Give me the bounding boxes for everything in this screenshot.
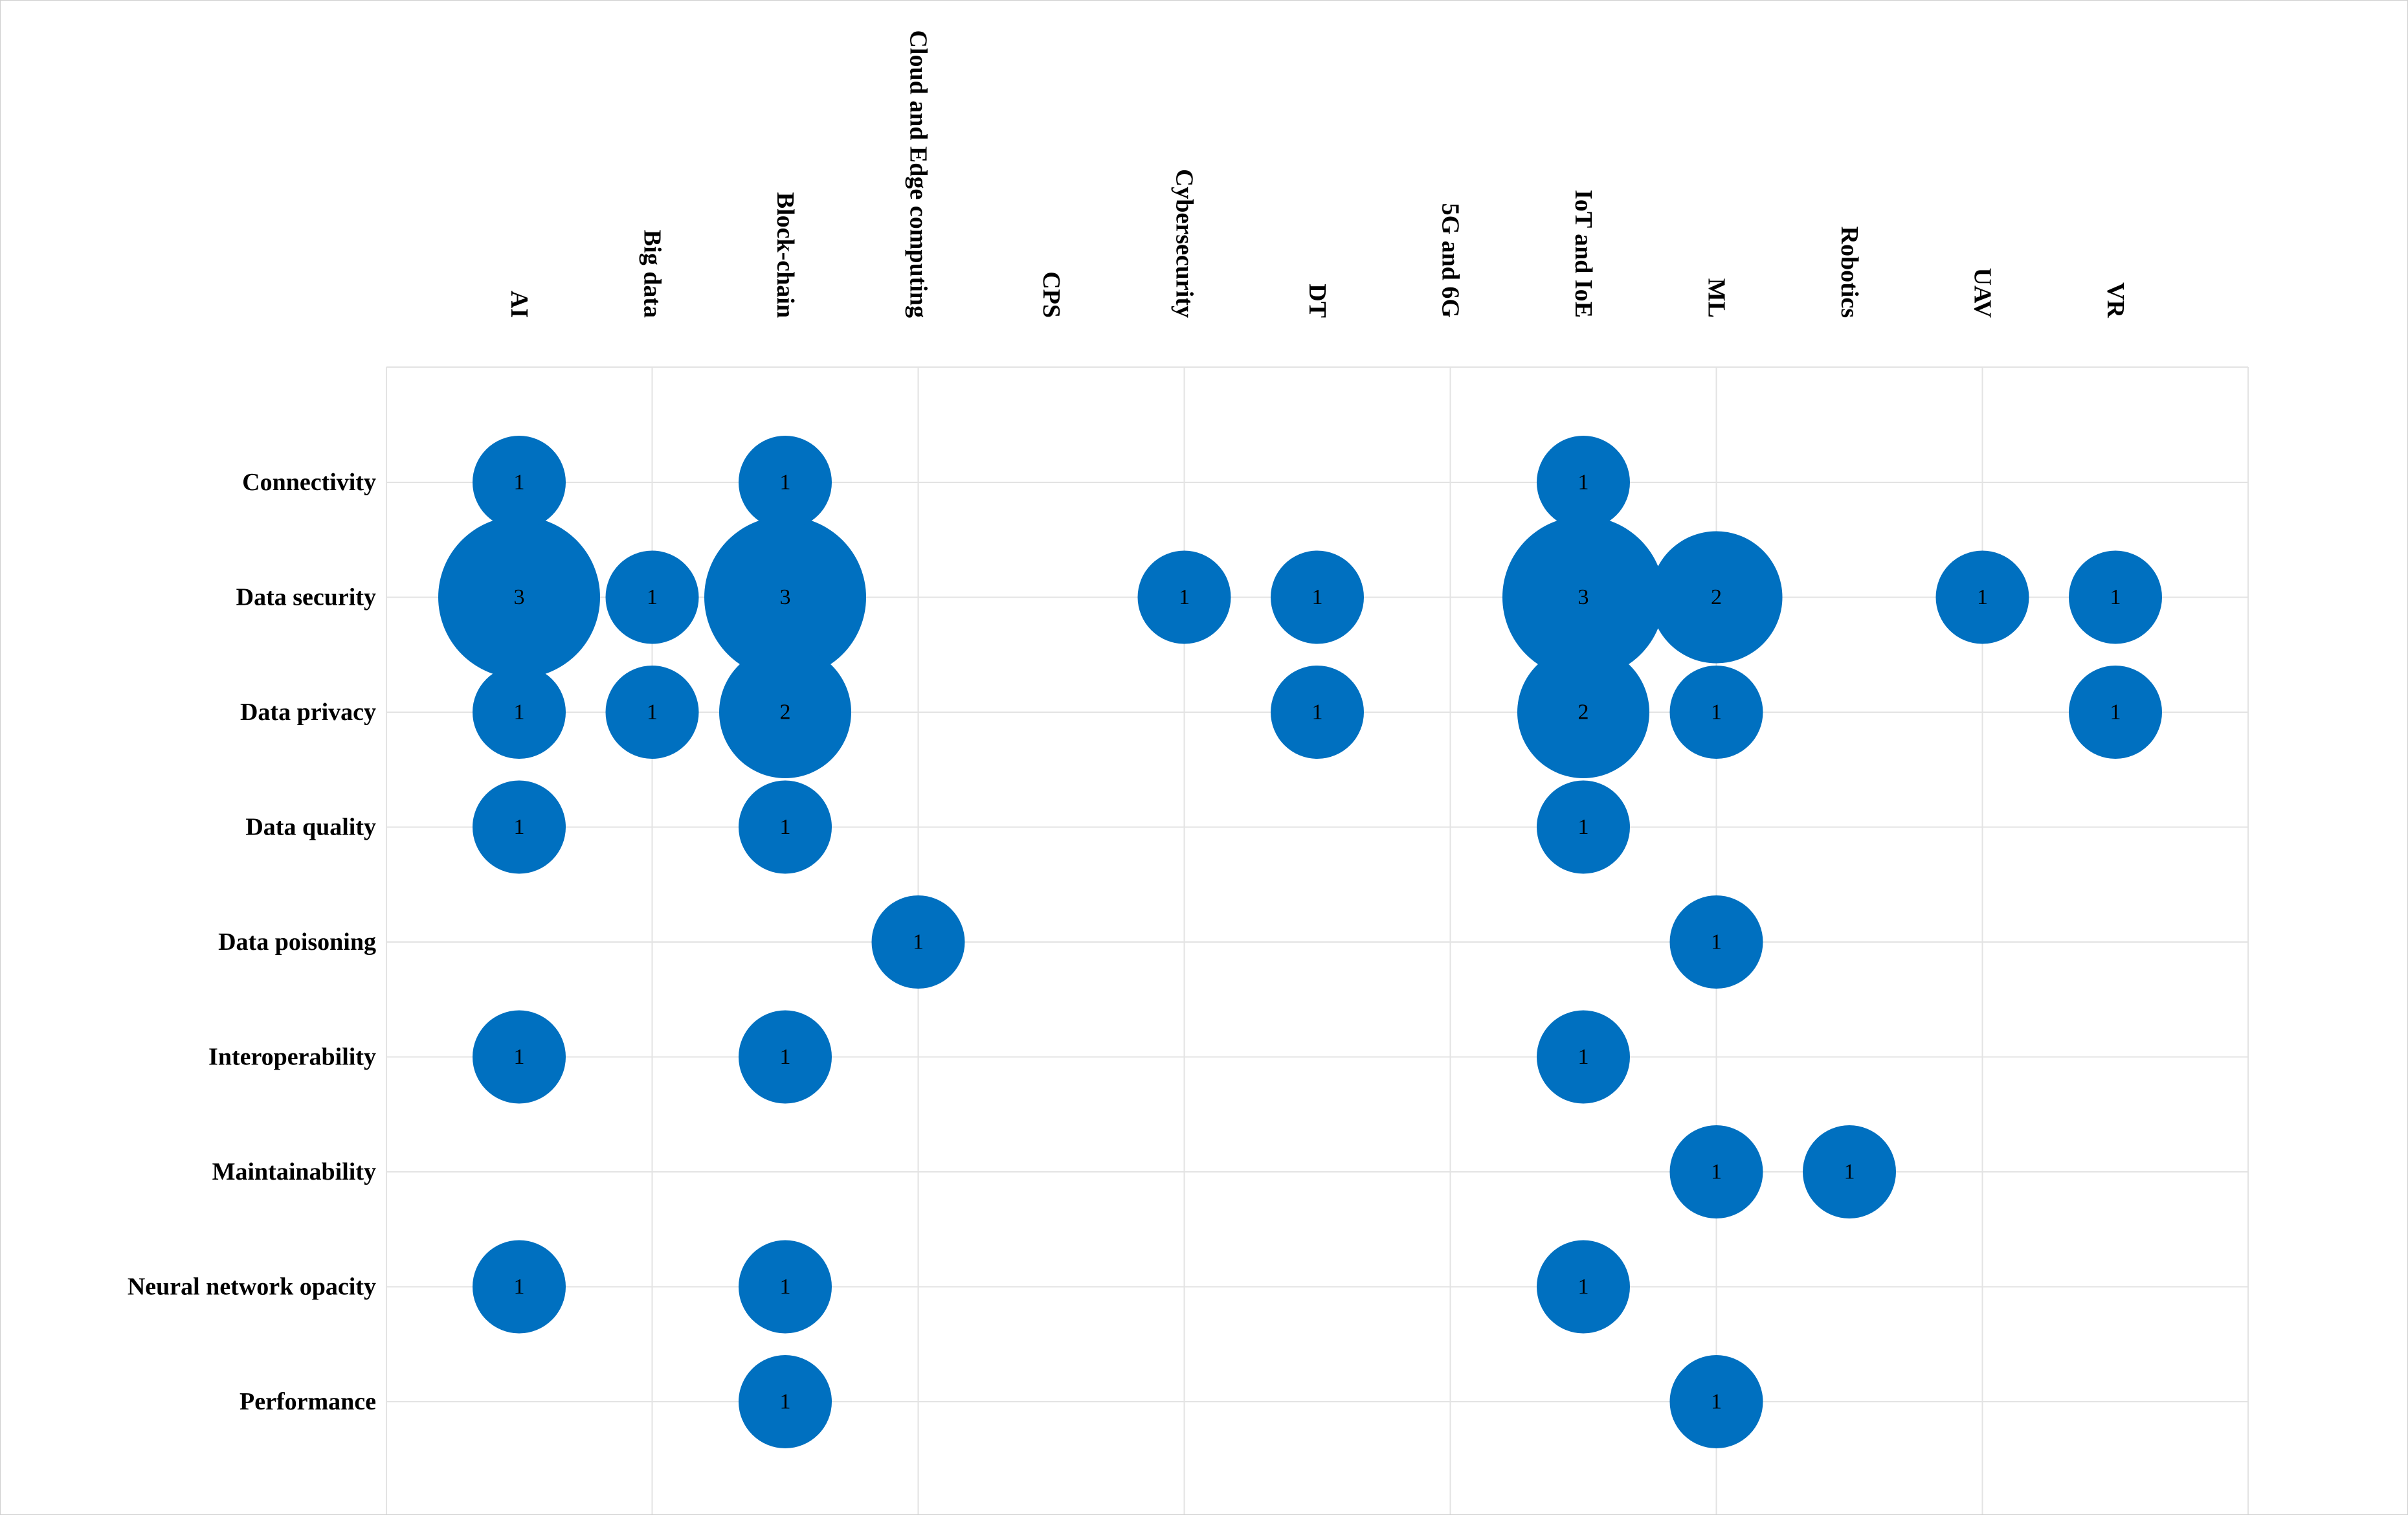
row-label-neural-network-opacity: Neural network opacity [128,1274,376,1301]
bubble-performance-block-chain [739,1355,832,1448]
bubble-maintainability-robotics [1803,1125,1896,1218]
bubble-neural-network-opacity-ai [473,1240,566,1334]
bubble-value-label: 1 [913,930,924,954]
bubble-data-security-ai [438,516,600,679]
bubble-value-label: 3 [1578,585,1589,609]
row-label-data-quality: Data quality [245,814,376,841]
column-label-cloud-and-edge-computing: Cloud and Edge computing [905,30,932,318]
row-label-performance: Performance [240,1388,376,1415]
bubble-data-security-uav [1935,550,2029,644]
bubble-data-security-vr [2069,550,2162,644]
bubble-value-label: 1 [514,815,525,839]
row-labels: Connectivity Data security Data privacy Dat… [128,469,376,1415]
bubble-data-privacy-dt [1271,666,1364,759]
bubble-value-label: 1 [1711,930,1722,954]
row-label-data-privacy: Data privacy [240,699,376,726]
bubble-value-label: 1 [1312,701,1323,724]
bubble-value-label: 1 [780,1275,791,1299]
bubble-connectivity-ai [473,436,566,529]
bubble-value-label: 2 [780,701,791,724]
column-label-5g-and-6g: 5G and 6G [1437,203,1464,318]
bubble-value-label: 1 [780,815,791,839]
bubbles: 3 3 3 2 2 2 1 1 1 1 1 1 1 1 1 1 1 1 1 1 1 1 1 1 1 1 1 1 1 1 1 1 1 1 [438,436,2162,1448]
bubble-data-security-iot-and-ioe [1502,516,1664,679]
bubble-value-label: 1 [780,1390,791,1414]
bubble-value-label: 1 [1711,1160,1722,1184]
bubble-data-security-dt [1271,550,1364,644]
row-label-maintainability: Maintainability [212,1158,376,1185]
bubble-data-poisoning-cloud-and-edge-computing [871,895,965,989]
bubble-connectivity-iot-and-ioe [1537,436,1630,529]
bubble-data-privacy-ml [1669,666,1763,759]
row-label-connectivity: Connectivity [242,469,376,496]
bubble-value-label: 1 [1578,1045,1589,1069]
bubble-value-label: 1 [514,471,525,495]
bubble-data-privacy-ai [473,666,566,759]
bubble-value-label: 1 [1711,701,1722,724]
row-label-data-security: Data security [236,584,376,611]
bubble-data-security-block-chain [704,516,866,679]
bubble-data-privacy-vr [2069,666,2162,759]
bubble-interoperability-ai [473,1010,566,1104]
bubble-data-quality-block-chain [739,780,832,874]
bubble-data-quality-iot-and-ioe [1537,780,1630,874]
bubble-interoperability-iot-and-ioe [1537,1010,1630,1104]
column-label-ai: AI [506,291,533,318]
bubble-value-label: 1 [647,585,658,609]
bubble-connectivity-block-chain [739,436,832,529]
bubble-value-label: 1 [1578,471,1589,495]
column-label-dt: DT [1304,284,1331,318]
bubble-interoperability-block-chain [739,1010,832,1104]
bubble-performance-ml [1669,1355,1763,1448]
row-label-interoperability: Interoperability [208,1044,376,1071]
bubble-data-security-cybersecurity [1137,550,1231,644]
bubble-value-label: 1 [1312,585,1323,609]
bubble-value-label: 1 [514,1045,525,1069]
bubble-neural-network-opacity-iot-and-ioe [1537,1240,1630,1334]
row-label-data-poisoning: Data poisoning [218,928,376,956]
bubble-value-label: 1 [1977,585,1988,609]
bubble-value-label: 1 [1711,1390,1722,1414]
bubble-value-label: 1 [514,701,525,724]
bubble-value-label: 1 [514,1275,525,1299]
column-label-robotics: Robotics [1836,227,1863,318]
bubble-value-label: 1 [2110,701,2121,724]
column-label-ml: ML [1703,278,1730,318]
bubble-value-label: 2 [1578,701,1589,724]
bubble-value-label: 2 [1711,585,1722,609]
column-label-cybersecurity: Cybersecurity [1171,169,1198,318]
bubble-value-label: 1 [1844,1160,1855,1184]
bubble-value-label: 3 [780,585,791,609]
bubble-data-privacy-big-data [605,666,699,759]
bubble-data-poisoning-ml [1669,895,1763,989]
column-label-vr: VR [2102,282,2129,318]
bubble-data-privacy-iot-and-ioe [1517,646,1649,778]
column-label-big-data: Big data [639,230,666,318]
bubble-data-privacy-block-chain [719,646,851,778]
column-label-uav: UAV [1969,268,1996,319]
column-label-iot-and-ioe: IoT and IoE [1570,190,1597,318]
column-labels: AI Big data Block-chain Cloud and Edge comp… [506,30,2129,318]
bubble-data-security-big-data [605,550,699,644]
bubble-data-security-ml [1650,531,1783,664]
column-label-cps: CPS [1038,271,1065,318]
bubble-value-label: 3 [514,585,525,609]
column-label-block-chain: Block-chain [772,192,799,318]
bubble-value-label: 1 [780,471,791,495]
bubble-value-label: 1 [1578,815,1589,839]
bubble-maintainability-ml [1669,1125,1763,1218]
bubble-value-label: 1 [1179,585,1190,609]
bubble-value-label: 1 [647,701,658,724]
bubble-value-label: 1 [780,1045,791,1069]
bubble-data-quality-ai [473,780,566,874]
bubble-value-label: 1 [1578,1275,1589,1299]
grid [386,366,2249,1514]
bubble-value-label: 1 [2110,585,2121,609]
bubble-neural-network-opacity-block-chain [739,1240,832,1334]
